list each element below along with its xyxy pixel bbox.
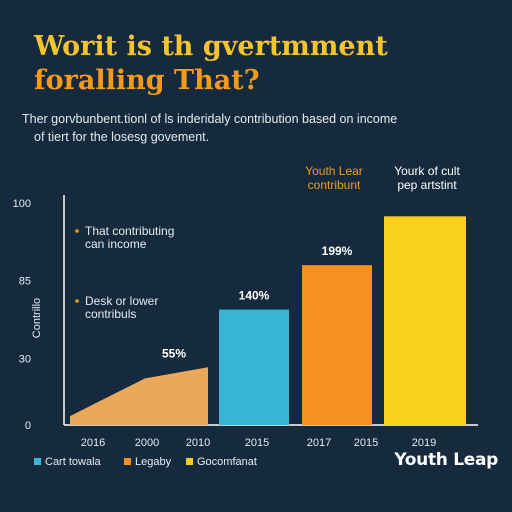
x-tick-label: 2015 <box>354 437 378 449</box>
y-tick-label: 30 <box>19 353 31 365</box>
legend-swatch-blue <box>34 458 41 465</box>
annotation-text: contribuls <box>85 307 136 321</box>
annotation-bullet <box>75 229 79 233</box>
x-tick-label: 2010 <box>186 437 210 449</box>
subtitle-line-1: Ther gorvbunbent.tionl of ls inderidaly … <box>22 112 398 126</box>
x-tick-label: 2019 <box>412 437 436 449</box>
x-tick-label: 2017 <box>307 437 331 449</box>
legend-label-yellow: Gocomfanat <box>197 456 257 468</box>
legend-item-yellow: Gocomfanat <box>186 456 257 468</box>
title-line-2: foralling That? <box>34 65 260 96</box>
bar-2015 <box>219 309 289 425</box>
chart-title: Worit is th gvertmment foralling That? <box>34 30 494 98</box>
y-tick-label: 100 <box>13 198 31 210</box>
chart-plot: 0 30 85 100 Contrillo 55% 140% 199% 2016 2000 2010… <box>13 164 478 449</box>
bar-header-annotation: contribunt <box>308 178 361 192</box>
x-tick-label: 2000 <box>135 437 159 449</box>
annotation-bullet <box>75 299 79 303</box>
bar-data-label: 140% <box>239 289 270 303</box>
annotation-text: Desk or lower <box>85 294 158 308</box>
legend-item-blue: Cart towala <box>34 456 101 468</box>
x-tick-label: 2015 <box>245 437 269 449</box>
bar-2017-2015 <box>302 265 372 425</box>
y-axis-label: Contrillo <box>31 298 43 338</box>
area-series-fill <box>70 367 208 425</box>
legend-item-orange: Legaby <box>124 456 171 468</box>
brand-logo: Youth Leap <box>394 450 498 470</box>
legend-swatch-yellow <box>186 458 193 465</box>
chart-footer: Cart towala Legaby Gocomfanat Youth Leap <box>0 450 512 512</box>
y-tick-label: 0 <box>25 420 31 432</box>
bar-header-annotation: pep artstint <box>397 178 457 192</box>
annotation-text: can income <box>85 237 147 251</box>
bar-2019 <box>384 216 466 425</box>
legend-label-blue: Cart towala <box>45 456 101 468</box>
x-tick-label: 2016 <box>81 437 105 449</box>
legend-label-orange: Legaby <box>135 456 172 468</box>
bar-header-annotation: Yourk of cult <box>394 164 460 178</box>
area-data-label: 55% <box>162 346 186 360</box>
bar-data-label: 199% <box>322 244 353 258</box>
bar-header-annotation: Youth Lear <box>305 164 363 178</box>
y-tick-label: 85 <box>19 276 31 288</box>
subtitle-line-2: of tiert for the losesg govement. <box>34 130 210 144</box>
annotation-text: That contributing <box>85 224 174 238</box>
legend-swatch-orange <box>124 458 131 465</box>
chart-subtitle: Ther gorvbunbent.tionl of ls inderidaly … <box>22 110 482 146</box>
title-line-1: Worit is th gvertmment <box>34 31 388 62</box>
